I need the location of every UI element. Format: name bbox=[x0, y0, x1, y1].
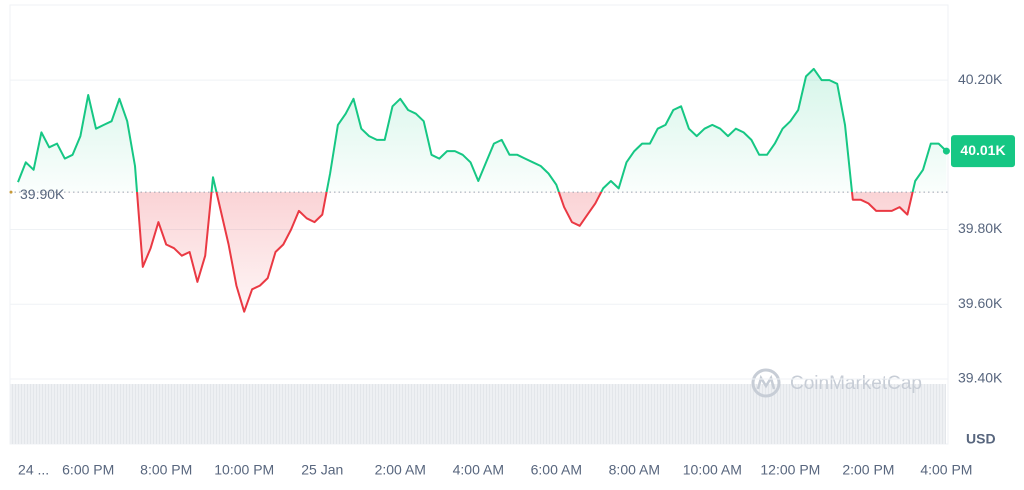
baseline-label: 39.90K bbox=[20, 186, 65, 202]
x-tick-label: 24 ... bbox=[18, 462, 49, 478]
watermark: CoinMarketCap bbox=[751, 368, 922, 398]
volume-band bbox=[10, 384, 946, 444]
price-badge bbox=[951, 135, 1015, 168]
x-tick-label: 4:00 PM bbox=[920, 462, 972, 478]
y-tick-label: 39.40K bbox=[958, 370, 1003, 386]
x-tick-label: 6:00 AM bbox=[531, 462, 582, 478]
x-tick-label: 25 Jan bbox=[301, 462, 343, 478]
x-tick-label: 10:00 AM bbox=[683, 462, 742, 478]
price-area bbox=[18, 68, 947, 312]
x-tick-label: 12:00 PM bbox=[760, 462, 820, 478]
baseline-dot bbox=[9, 190, 13, 194]
y-tick-label: 39.60K bbox=[958, 295, 1003, 311]
x-tick-label: 8:00 AM bbox=[609, 462, 660, 478]
y-tick-label: 40.20K bbox=[958, 71, 1003, 87]
currency-label: USD bbox=[966, 431, 996, 447]
x-tick-label: 4:00 AM bbox=[453, 462, 504, 478]
price-badge-label: 40.01K bbox=[960, 142, 1005, 158]
x-tick-label: 10:00 PM bbox=[214, 462, 274, 478]
x-tick-label: 8:00 PM bbox=[140, 462, 192, 478]
last-point bbox=[942, 147, 950, 155]
watermark-text: CoinMarketCap bbox=[790, 373, 922, 394]
x-tick-label: 6:00 PM bbox=[62, 462, 114, 478]
price-line bbox=[17, 67, 948, 313]
y-tick-label: 39.80K bbox=[958, 220, 1003, 236]
x-tick-label: 2:00 AM bbox=[375, 462, 426, 478]
x-tick-label: 2:00 PM bbox=[842, 462, 894, 478]
